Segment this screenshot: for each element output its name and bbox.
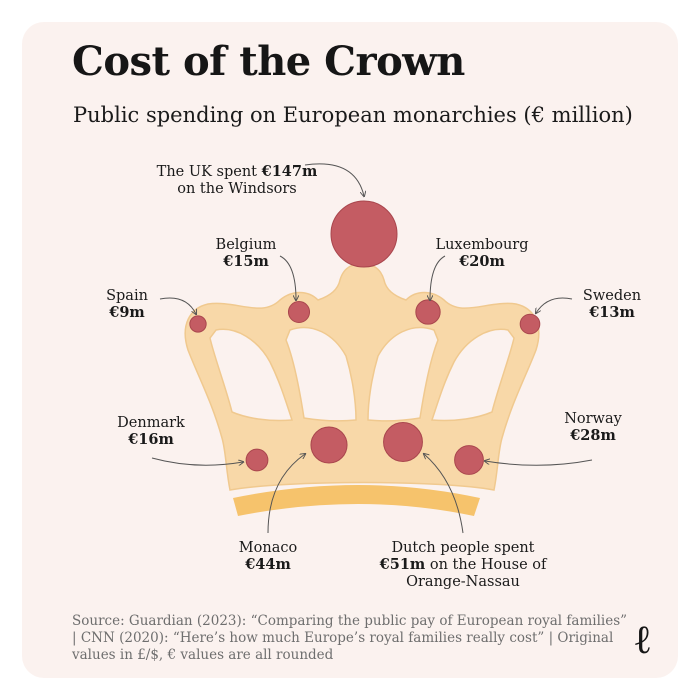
gems-layer — [189, 200, 541, 475]
pointer-belgium — [279, 255, 296, 300]
gem-uk — [330, 200, 398, 268]
crown-band — [233, 485, 480, 516]
crown-body — [184, 263, 540, 491]
label-norway: Norway €28m — [564, 411, 622, 444]
pointer-denmark — [151, 457, 243, 465]
publisher-logo: ℓ — [633, 617, 653, 663]
pointer-spain — [159, 297, 196, 314]
gem-belgium — [287, 300, 311, 324]
pointer-norway — [485, 460, 593, 466]
gem-monaco — [310, 426, 348, 464]
pointer-sweden — [536, 297, 573, 313]
label-uk: The UK spent €147m on the Windsors — [157, 163, 318, 197]
pointer-netherlands — [424, 454, 464, 534]
pointer-uk — [304, 163, 364, 196]
gem-luxembourg — [415, 299, 441, 325]
gem-sweden — [519, 313, 541, 335]
label-netherlands: Dutch people spent €51m on the House of Or… — [379, 540, 548, 590]
gem-denmark — [245, 448, 269, 472]
labels-layer: The UK spent €147m on the Windsors Spain €9… — [106, 163, 641, 590]
label-luxembourg: Luxembourg €20m — [435, 237, 528, 270]
pointer-luxembourg — [430, 255, 446, 300]
gem-spain — [189, 315, 207, 333]
label-denmark: Denmark €16m — [117, 415, 185, 448]
label-monaco: Monaco €44m — [239, 540, 297, 573]
chart-subtitle: Public spending on European monarchies (… — [73, 103, 633, 127]
gem-norway — [454, 445, 484, 475]
chart-title: Cost of the Crown — [72, 38, 465, 85]
label-belgium: Belgium €15m — [216, 237, 277, 270]
source-note: Source: Guardian (2023): “Comparing the … — [72, 613, 628, 663]
crown-illustration — [184, 263, 540, 516]
label-sweden: Sweden €13m — [583, 288, 641, 321]
label-spain: Spain €9m — [106, 288, 148, 321]
pointers-layer — [151, 163, 593, 534]
pointer-monaco — [267, 454, 305, 534]
gem-netherlands — [383, 422, 423, 462]
